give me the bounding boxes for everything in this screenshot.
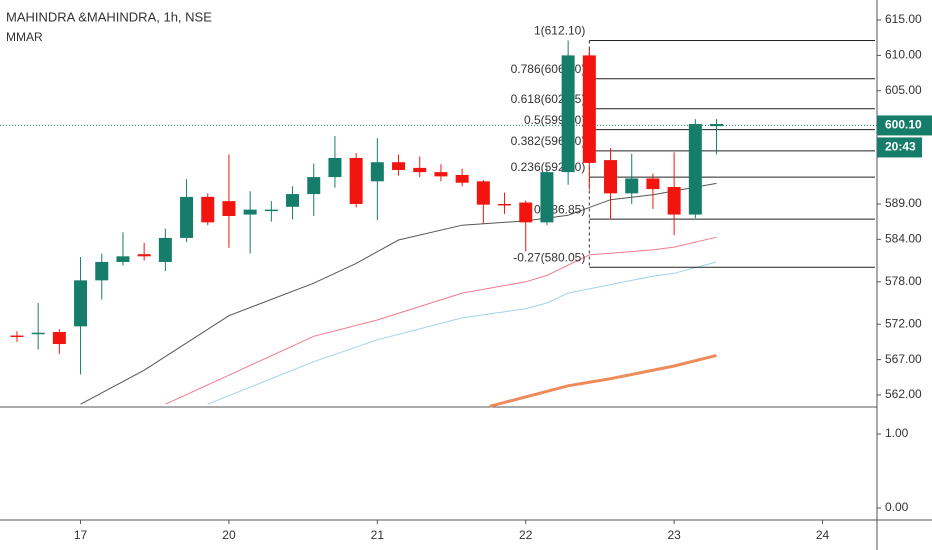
x-tick-label: 21 [371, 528, 385, 542]
y-tick-label: 567.00 [885, 352, 922, 366]
y-tick-label: 578.00 [885, 274, 922, 288]
candle-body [688, 124, 702, 215]
fib-label: -0.27(580.05) [513, 250, 585, 264]
candle-body [646, 178, 660, 190]
y-tick-label: 584.00 [885, 232, 922, 246]
y-tick-label: 572.00 [885, 316, 922, 330]
candle-body [201, 196, 215, 223]
fib-label: 0.5(599.50) [524, 113, 585, 127]
y-tick-label: 562.00 [885, 387, 922, 401]
candle-body [455, 174, 469, 183]
candle-body [264, 209, 278, 212]
candle-body [286, 194, 300, 207]
candle-body [328, 157, 342, 178]
last-price-label: 600.10 [885, 118, 922, 132]
candle-body [434, 172, 448, 177]
candle-body [519, 202, 533, 223]
candle-body [582, 55, 596, 163]
y-tick-label: 615.00 [885, 12, 922, 26]
y-tick-label: 589.00 [885, 196, 922, 210]
moving-average [489, 353, 717, 408]
candle-body [52, 332, 66, 345]
x-tick-label: 17 [74, 528, 88, 542]
candle-body [222, 201, 236, 216]
candle-body [667, 186, 681, 215]
fib-label: 1(612.10) [534, 24, 585, 38]
candle-body [561, 55, 575, 173]
x-tick-label: 24 [816, 528, 830, 542]
candle-body [498, 203, 512, 206]
moving-average [80, 182, 717, 405]
candle-body [95, 261, 109, 281]
candle-body [116, 256, 130, 262]
candle-body [307, 177, 321, 195]
chart-subtitle: MMAR [6, 30, 43, 44]
y-tick-label: 610.00 [885, 48, 922, 62]
last-price-box [877, 115, 932, 136]
candle-body [710, 124, 724, 127]
candle-body [392, 162, 406, 171]
candle-body [540, 172, 554, 223]
moving-average [165, 236, 717, 405]
x-tick-label: 23 [667, 528, 681, 542]
x-tick-label: 20 [222, 528, 236, 542]
candle-body [31, 332, 45, 335]
candle-body [137, 254, 151, 257]
candle-body [74, 280, 88, 327]
countdown-label: 20:43 [885, 140, 916, 154]
indicator-tick-label: 1.00 [885, 426, 909, 440]
candle-body [625, 178, 639, 194]
candle-body [370, 162, 384, 182]
candle-body [349, 157, 363, 204]
candle-body [243, 209, 257, 215]
candle-body [180, 196, 194, 238]
plot: 1(612.10)0.786(606.70)0.618(602.45)0.5(5… [0, 24, 877, 408]
candle-body [158, 237, 172, 262]
chart-title: MAHINDRA &MAHINDRA, 1h, NSE [6, 9, 212, 24]
candle-body [10, 335, 24, 338]
countdown-box [877, 137, 922, 158]
moving-average [207, 261, 717, 405]
indicator-tick-label: 0.00 [885, 500, 909, 514]
y-tick-label: 605.00 [885, 83, 922, 97]
candle-body [476, 181, 490, 205]
candle-body [604, 160, 618, 194]
x-tick-label: 22 [519, 528, 533, 542]
candle-body [413, 167, 427, 173]
